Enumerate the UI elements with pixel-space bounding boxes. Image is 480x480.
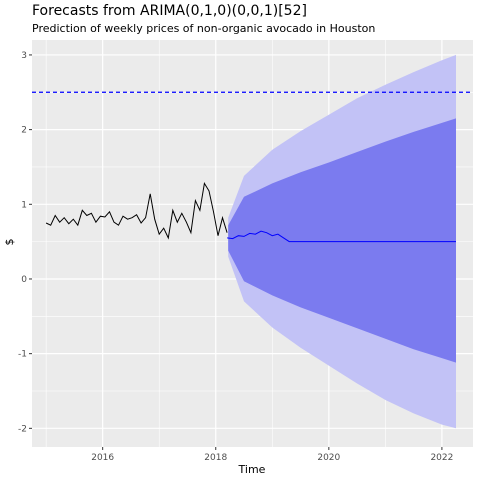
y-axis-title: $ — [3, 239, 16, 246]
x-tick-label: 2022 — [430, 453, 453, 463]
y-tick-label: 1 — [21, 200, 27, 210]
forecast-series-line — [227, 230, 456, 243]
y-tick-label: 2 — [21, 126, 27, 136]
interval-80-band — [228, 118, 456, 363]
x-axis-ticks: 2016 2018 2020 2022 — [91, 447, 453, 463]
y-tick-label: 0 — [21, 275, 27, 285]
x-tick-label: 2020 — [317, 453, 340, 463]
observed-series-line — [45, 181, 228, 240]
chart-subtitle: Prediction of weekly prices of non-organ… — [32, 22, 375, 35]
grid-major — [32, 40, 473, 447]
y-tick-label: 3 — [21, 51, 27, 61]
chart-title: Forecasts from ARIMA(0,1,0)(0,0,1)[52] — [32, 3, 307, 19]
y-tick-label: -2 — [18, 424, 27, 434]
y-tick-label: -1 — [18, 350, 27, 360]
x-axis-title: Time — [238, 463, 266, 476]
y-axis-ticks: -2 -1 0 1 2 3 — [18, 51, 32, 434]
x-tick-label: 2016 — [91, 453, 114, 463]
x-tick-label: 2018 — [204, 453, 227, 463]
